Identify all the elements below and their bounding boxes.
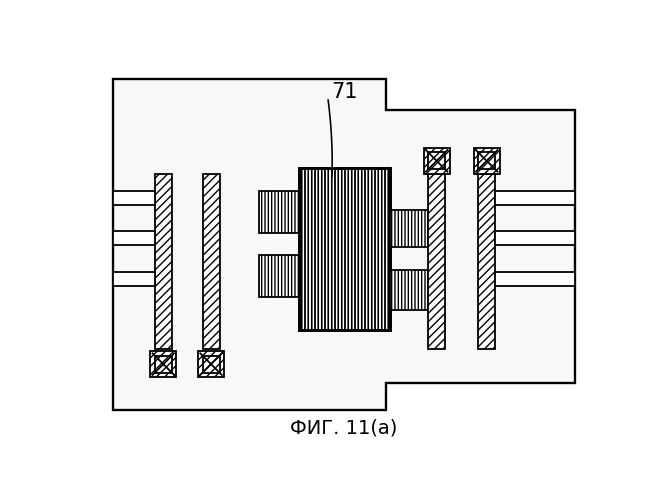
Bar [390,270,428,310]
Bar [390,210,428,247]
Bar [259,255,299,297]
Bar [478,152,495,170]
Bar [203,356,219,372]
Bar [155,356,172,372]
Bar [113,191,155,205]
Bar [495,272,574,285]
Bar [259,191,299,233]
Bar [478,174,495,349]
Bar [299,168,390,330]
Bar [423,148,450,174]
Bar [495,191,574,205]
Bar [428,174,445,349]
Bar [113,231,155,245]
Bar [198,351,224,377]
Bar [495,231,574,245]
Bar [113,272,155,285]
Bar [428,152,445,170]
Bar [203,174,219,349]
Bar [474,148,500,174]
Bar [155,174,172,349]
Text: ФИГ. 11(a): ФИГ. 11(a) [290,418,397,438]
Polygon shape [113,79,574,410]
Bar [299,168,390,330]
Text: 71: 71 [331,82,358,102]
Bar [150,351,176,377]
